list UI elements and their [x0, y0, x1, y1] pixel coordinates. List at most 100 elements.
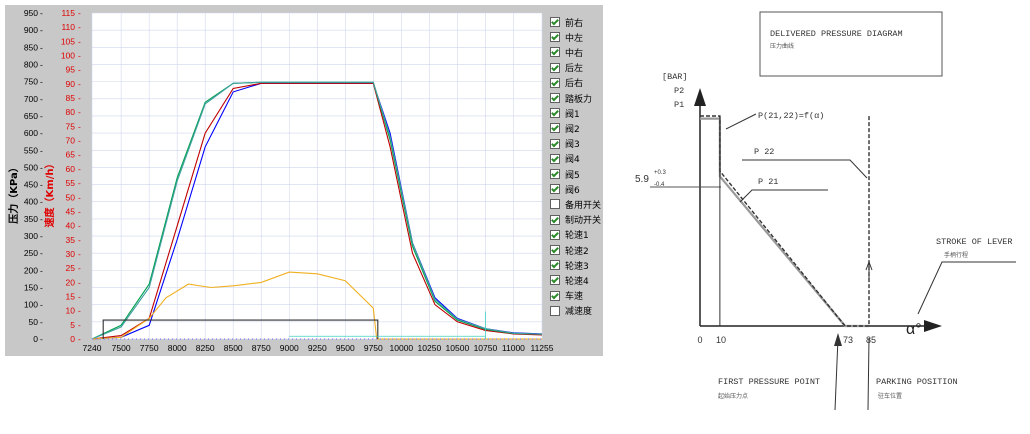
y-right-tick-mark: -: [78, 178, 81, 188]
legend-checkbox[interactable]: [550, 153, 560, 164]
y-right-tick-label: 100: [61, 51, 75, 61]
legend-item[interactable]: 中左: [550, 30, 583, 44]
y-left-tick-label: 100: [24, 300, 38, 310]
y-right-tick-label: 0: [70, 334, 75, 344]
legend-label: 备用开关: [565, 200, 602, 211]
legend-checkbox[interactable]: [550, 47, 560, 58]
y-right-tick-mark: -: [78, 136, 81, 146]
legend-checkbox[interactable]: [550, 260, 560, 271]
y-right-tick-label: 15: [66, 291, 76, 301]
y-left-tick-mark: -: [40, 128, 43, 138]
y-right-tick-mark: -: [78, 164, 81, 174]
legend-label: 阀4: [565, 155, 580, 166]
y-right-tick-label: 90: [66, 79, 76, 89]
legend-checkbox[interactable]: [550, 275, 560, 286]
leader-p-function: [725, 113, 757, 130]
arrow-first-pressure-point: [834, 333, 842, 346]
legend-checkbox[interactable]: [550, 290, 560, 301]
y-left-tick-mark: -: [40, 300, 43, 310]
legend-item[interactable]: 备用开关: [550, 197, 601, 211]
y-right-tick-mark: -: [78, 36, 81, 46]
legend-item[interactable]: 前右: [550, 15, 583, 29]
callout-stroke-of-lever: STROKE OF LEVER: [936, 237, 1013, 247]
y-left-tick-label: 550: [24, 145, 38, 155]
legend-item[interactable]: 减速度: [550, 304, 592, 318]
legend-item[interactable]: 阀2: [550, 121, 580, 135]
y-right-tick-label: 25: [66, 263, 76, 273]
legend-checkbox[interactable]: [550, 245, 560, 255]
y-left-tick-mark: -: [40, 265, 43, 275]
y-left-tick-mark: -: [40, 180, 43, 190]
legend-label: 踏板力: [565, 94, 593, 105]
legend-item[interactable]: 踏板力: [550, 91, 592, 105]
legend-checkbox[interactable]: [550, 108, 560, 119]
level-label-sub: -0.4: [654, 182, 665, 188]
y-label-p2: P2: [674, 86, 684, 96]
legend-label: 轮速4: [565, 276, 589, 287]
y-right-tick-mark: -: [78, 79, 81, 89]
legend-item[interactable]: 后左: [550, 61, 583, 75]
y-right-tick-mark: -: [78, 235, 81, 245]
legend-checkbox[interactable]: [550, 169, 560, 179]
y-right-tick-mark: -: [78, 22, 81, 32]
legend-checkbox[interactable]: [550, 214, 560, 225]
y-right-axis-title: 速度（Km/h）: [43, 159, 56, 228]
legend-checkbox[interactable]: [550, 93, 560, 103]
legend-item[interactable]: 阀5: [550, 167, 580, 181]
y-left-axis-title: 压力（KPa）: [7, 162, 20, 224]
legend-checkbox[interactable]: [550, 17, 560, 27]
legend-item[interactable]: 后右: [550, 76, 583, 90]
series-line-5: [91, 271, 542, 340]
legend-label: 轮速2: [565, 246, 589, 257]
level-label: 5.9: [635, 174, 649, 185]
legend-checkbox[interactable]: [550, 32, 560, 43]
legend-checkbox[interactable]: [550, 184, 560, 195]
y-right-tick-label: 60: [66, 164, 76, 174]
legend-item[interactable]: 轮速1: [550, 228, 589, 242]
legend-checkbox[interactable]: [550, 229, 560, 240]
legend-checkbox[interactable]: [550, 305, 560, 316]
legend-item[interactable]: 中右: [550, 45, 583, 59]
legend-item[interactable]: 阀6: [550, 182, 580, 196]
legend-label: 后右: [565, 79, 584, 90]
x-tick-label: 0: [697, 335, 702, 345]
x-tick-label: 11255: [530, 343, 553, 353]
legend-item[interactable]: 轮速4: [550, 273, 589, 287]
x-tick-label: 8750: [252, 343, 271, 353]
y-right-tick-label: 5: [70, 320, 75, 330]
legend-item[interactable]: 阀1: [550, 106, 580, 120]
y-right-tick-label: 20: [66, 277, 76, 287]
y-left-tick-label: 350: [24, 214, 38, 224]
aux-trace-line: [289, 311, 486, 339]
y-left-tick-mark: -: [40, 77, 43, 87]
legend-item[interactable]: 轮速2: [550, 243, 589, 257]
legend-checkbox[interactable]: [550, 123, 560, 134]
y-left-tick-label: 300: [24, 231, 38, 241]
y-left-tick-label: 250: [24, 248, 38, 258]
legend-label: 中右: [565, 48, 584, 59]
y-left-tick-mark: -: [40, 42, 43, 52]
callout-stroke-of-lever-cn: 手柄行程: [944, 251, 968, 259]
x-tick-label: 9250: [308, 343, 327, 353]
legend-checkbox[interactable]: [550, 138, 560, 149]
y-right-tick-label: 40: [66, 221, 76, 231]
x-tick-label: 8250: [196, 343, 215, 353]
y-left-tick-mark: -: [40, 317, 43, 327]
y-left-tick-label: 800: [24, 59, 38, 69]
y-left-tick-mark: -: [40, 111, 43, 121]
legend-checkbox[interactable]: [550, 62, 560, 73]
x-tick-label: 9000: [280, 343, 299, 353]
x-tick-label: 10: [716, 335, 726, 345]
legend-checkbox[interactable]: [550, 199, 560, 210]
level-label-sup: +0.3: [654, 170, 667, 176]
legend-checkbox[interactable]: [550, 77, 560, 88]
legend-label: 车速: [565, 292, 584, 303]
y-left-tick-label: 50: [29, 317, 39, 327]
legend-item[interactable]: 车速: [550, 289, 583, 303]
legend-item[interactable]: 制动开关: [550, 213, 601, 227]
legend-item[interactable]: 阀3: [550, 137, 580, 151]
legend-item[interactable]: 轮速3: [550, 258, 589, 272]
legend-item[interactable]: 阀4: [550, 152, 580, 166]
delivered-pressure-diagram: DELIVERED PRESSURE DIAGRAM 压力曲线 [BAR] P2 P1 α…: [635, 11, 1016, 411]
x-tick-label: 7500: [112, 343, 131, 353]
